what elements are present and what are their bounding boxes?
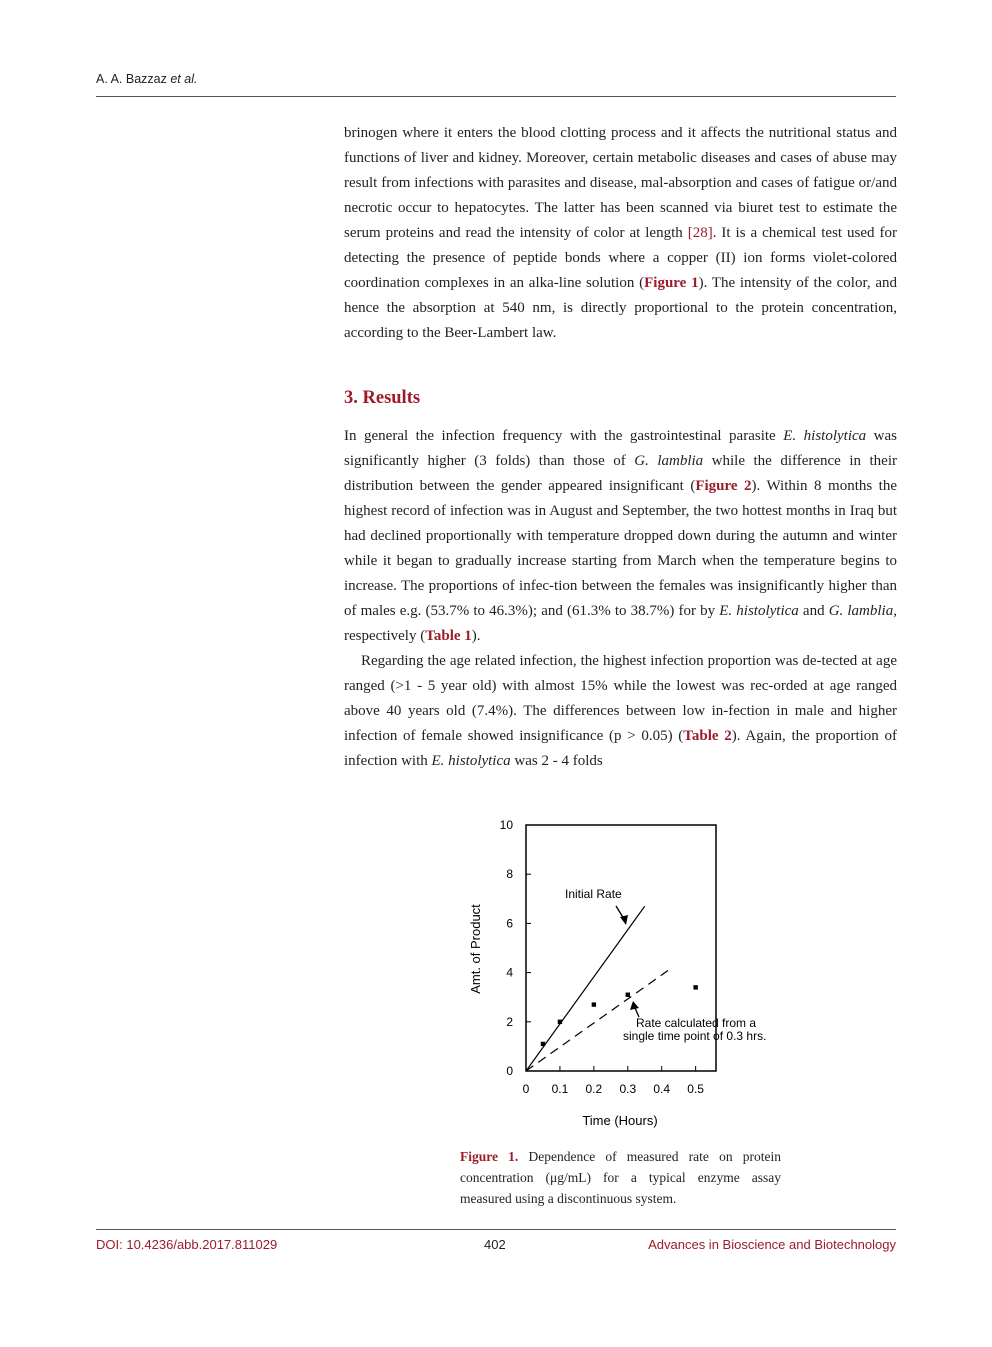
data-point [625, 992, 630, 997]
results-text: while the difference in their distributi… [344, 453, 897, 494]
plot-border [525, 824, 717, 1072]
y-tick-label: 6 [506, 916, 513, 930]
intro-text: . It is a chemical test used for detecti… [344, 225, 897, 291]
header-divider [96, 96, 896, 97]
initial-rate-line [525, 905, 646, 1072]
species-name: E. histolytica [431, 753, 511, 769]
species-name: E. histolytica [783, 428, 867, 444]
x-tick-label: 0.3 [619, 1082, 636, 1096]
x-tick-label: 0.4 [653, 1082, 670, 1096]
results-text: In general the infection frequency with … [344, 428, 784, 444]
y-axis-ticks: 0 2 4 6 8 10 [500, 818, 531, 1078]
x-tick-label: 0 [523, 1082, 530, 1096]
single-point-arrow [634, 1007, 640, 1018]
intro-text: ). The intensity of the color, and hence… [344, 275, 897, 341]
single-point-arrowhead [630, 1001, 639, 1010]
figure-1-chart: 0 2 4 6 8 10 0 0.1 0.2 0.3 0.4 0.5 Initial Rate Ra… [468, 818, 766, 1128]
page-number: 402 [484, 1237, 506, 1252]
x-tick-label: 0.2 [586, 1082, 603, 1096]
results-text: ). [471, 628, 481, 644]
doi-link[interactable]: DOI: 10.4236/abb.2017.811029 [96, 1237, 278, 1252]
species-name: G. lamblia [828, 603, 894, 619]
annotations: Initial Rate Rate calculated from a sing… [565, 887, 766, 1043]
y-tick-label: 10 [500, 818, 514, 832]
results-text: was significantly higher (3 folds) than … [344, 428, 898, 469]
single-point-annotation-line-2: single time point of 0.3 hrs. [623, 1029, 766, 1043]
single-point-annotation-line-1: Rate calculated from a [636, 1016, 756, 1030]
caption-text: Dependence of measured rate on protein c… [460, 1149, 781, 1206]
journal-name: Advances in Bioscience and Biotechnology [648, 1237, 896, 1252]
species-name: G. lamblia [634, 453, 704, 469]
caption-label: Figure 1. [460, 1149, 519, 1164]
x-axis-label: Time (Hours) [582, 1113, 657, 1128]
rate-lines [525, 905, 669, 1072]
results-paragraph-1: In general the infection frequency with … [344, 424, 897, 649]
y-tick-label: 0 [506, 1064, 513, 1078]
data-points [540, 985, 698, 1047]
footer-divider [96, 1229, 896, 1230]
y-tick-label: 4 [506, 966, 513, 980]
species-name: E. histolytica [719, 603, 799, 619]
data-point [557, 1019, 563, 1024]
results-text: ). Again, the proportion of infection wi… [344, 728, 897, 769]
results-paragraph-2: Regarding the age related infection, the… [344, 649, 897, 774]
initial-rate-arrowhead [620, 915, 628, 925]
citation-link[interactable]: [28] [687, 225, 713, 241]
intro-column: brinogen where it enters the blood clott… [344, 121, 897, 346]
x-axis-ticks: 0 0.1 0.2 0.3 0.4 0.5 [523, 1066, 704, 1096]
y-tick-label: 8 [506, 867, 513, 881]
table-1-link[interactable]: Table 1 [425, 628, 472, 644]
x-tick-label: 0.1 [552, 1082, 569, 1096]
running-header: A. A. Bazzaz et al. [96, 72, 197, 86]
results-text: and [798, 603, 829, 619]
data-point [693, 985, 698, 990]
plot-frame [525, 824, 717, 1072]
figure-1-caption: Figure 1. Dependence of measured rate on… [460, 1146, 781, 1209]
results-text: was 2 - 4 folds [510, 753, 603, 769]
y-tick-label: 2 [506, 1015, 513, 1029]
results-text: Regarding the age related infection, the… [344, 653, 897, 744]
results-column: In general the infection frequency with … [344, 424, 897, 774]
figure-2-link[interactable]: Figure 2 [695, 478, 752, 494]
intro-text: brinogen where it enters the blood clott… [344, 125, 897, 241]
x-tick-label: 0.5 [687, 1082, 704, 1096]
section-title-results: 3. Results [344, 388, 421, 408]
figure-1-link[interactable]: Figure 1 [644, 275, 699, 291]
initial-rate-annotation: Initial Rate [565, 887, 622, 901]
results-text: ). Within 8 months the highest record of… [344, 478, 898, 619]
header-authors: A. A. Bazzaz [96, 72, 167, 86]
data-point [540, 1041, 546, 1047]
intro-paragraph: brinogen where it enters the blood clott… [344, 121, 897, 346]
table-2-link[interactable]: Table 2 [683, 728, 732, 744]
y-axis-label: Amt. of Product [468, 904, 483, 994]
data-point [591, 1002, 597, 1007]
results-text: , respectively ( [344, 603, 897, 644]
header-etal: et al. [170, 72, 198, 86]
